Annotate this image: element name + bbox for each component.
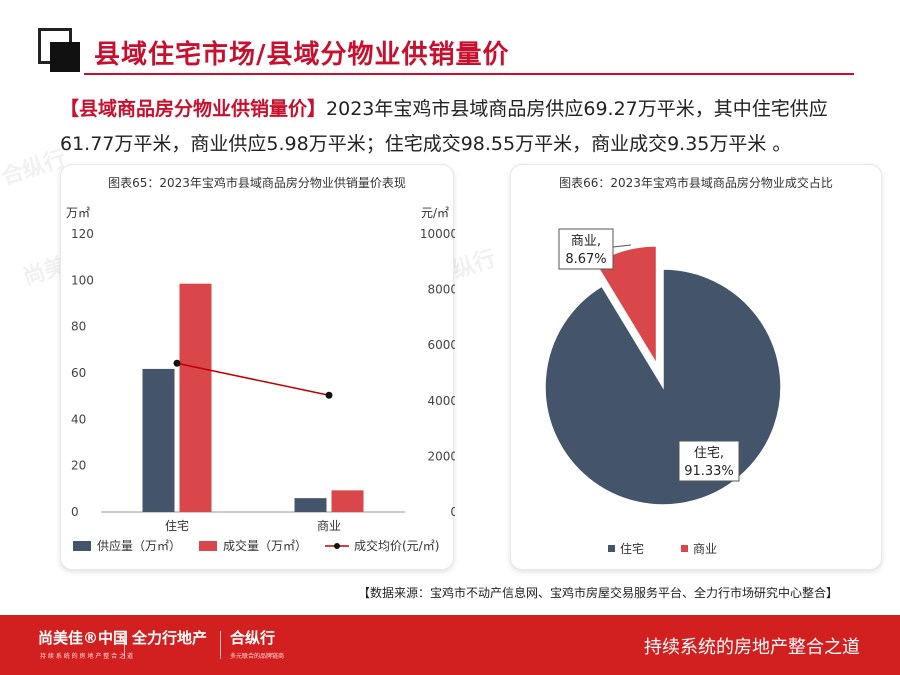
footer-divider [220,631,221,659]
avg-price-point [325,391,333,399]
data-label-value: 8.67% [565,252,606,267]
watermark-text: 合纵行 [0,146,70,191]
y-left-tick-label: 80 [71,320,86,334]
brand-quanlixing-logo: 全力行地产 [132,629,208,647]
avg-price-point [173,359,181,367]
data-label-box [558,228,614,270]
footer-slogan: 持续系统的房地产整合之道 [644,637,860,658]
y-left-tick-label: 100 [71,273,94,287]
y-right-unit: 元/㎡ [421,206,449,220]
x-tick-label: 商业 [317,518,341,533]
brand-shangmeijia-logo: 尚美佳®中国 [38,629,129,647]
legend-swatch [73,541,91,551]
summary-highlight: 【县域商品房分物业供销量价】 [60,98,327,120]
footer-bar: 尚美佳®中国 持 续 系 统 的 房 地 产 整 合 之 道 全力行地产 合纵行… [0,615,900,675]
bar-sales [331,490,364,512]
bar-supply [294,498,327,512]
transaction-share-chart: 商业, 8.67% 住宅, 91.33% 住宅 商业 [544,228,782,556]
data-label-value: 91.33% [684,464,734,479]
legend-swatch [608,545,615,552]
bar-sales [179,283,212,512]
data-label-name: 商业, [571,234,601,249]
summary-text: 2023年宝鸡市县域商品房供应69.27万平米，其中住宅供应61.77万平米，商… [60,98,828,155]
page-title: 县域住宅市场/县域分物业供销量价 [94,40,510,70]
legend-marker [334,543,340,549]
data-label-box [678,440,740,482]
brand-hezongxing-logo: 合纵行 [230,629,276,647]
y-right-tick-label: 2000 [427,449,455,463]
legend-label: 成交量（万㎡） [223,538,307,553]
legend-swatch [199,541,217,551]
x-tick-label: 住宅 [165,518,189,533]
legend-label: 商业 [693,541,717,556]
chart-title: 图表65：2023年宝鸡市县域商品房分物业供销量价表现 [108,176,406,190]
data-label-leader [612,244,632,248]
y-right-tick-label: 6000 [427,338,455,352]
legend-swatch [681,545,688,552]
title-divider [84,73,854,75]
bar-supply [142,368,175,512]
y-right-tick-label: 8000 [427,283,455,297]
y-right-tick-label: 4000 [427,394,455,408]
summary-paragraph: 【县域商品房分物业供销量价】2023年宝鸡市县域商品房供应69.27万平米，其中… [60,92,870,162]
legend-label: 供应量（万㎡） [97,538,181,553]
avg-price-line [176,362,330,396]
y-left-unit: 万㎡ [66,206,90,220]
y-left-tick-label: 0 [71,505,79,519]
data-source-note: 【数据来源：宝鸡市不动产信息网、宝鸡市房屋交易服务平台、全力行市场研究中心整合】 [358,586,839,600]
legend-label: 住宅 [620,541,644,556]
y-left-tick-label: 20 [71,459,86,473]
supply-sales-chart-panel: 图表65：2023年宝鸡市县域商品房分物业供销量价表现 万㎡ 元/㎡ 0 20 40 60… [60,164,455,570]
brand-tagline: 持 续 系 统 的 房 地 产 整 合 之 道 [40,653,133,660]
title-square-icon [38,28,80,72]
y-left-tick-label: 60 [71,366,86,380]
y-left-tick-label: 120 [71,227,94,241]
supply-sales-chart: 万㎡ 元/㎡ 0 20 40 60 80 100 120 0 2000 4000 6000 8000 100… [66,206,455,553]
pie-slice-residential [544,268,782,506]
data-label-name: 住宅, [694,446,724,461]
brand-hezongxing-tagline: 多元联合的品牌链商 [230,653,285,660]
y-left-tick-label: 40 [71,412,86,426]
y-right-tick-label: 0 [450,505,455,519]
y-right-tick-label: 10000 [420,227,455,241]
transaction-share-chart-panel: 图表66：2023年宝鸡市县域商品房分物业成交占比 商业, 8.67% 住宅, 91.… [510,164,882,570]
chart-title: 图表66：2023年宝鸡市县域商品房分物业成交占比 [559,176,833,190]
footer-divider [124,631,125,659]
legend-label: 成交均价(元/㎡) [354,538,439,553]
